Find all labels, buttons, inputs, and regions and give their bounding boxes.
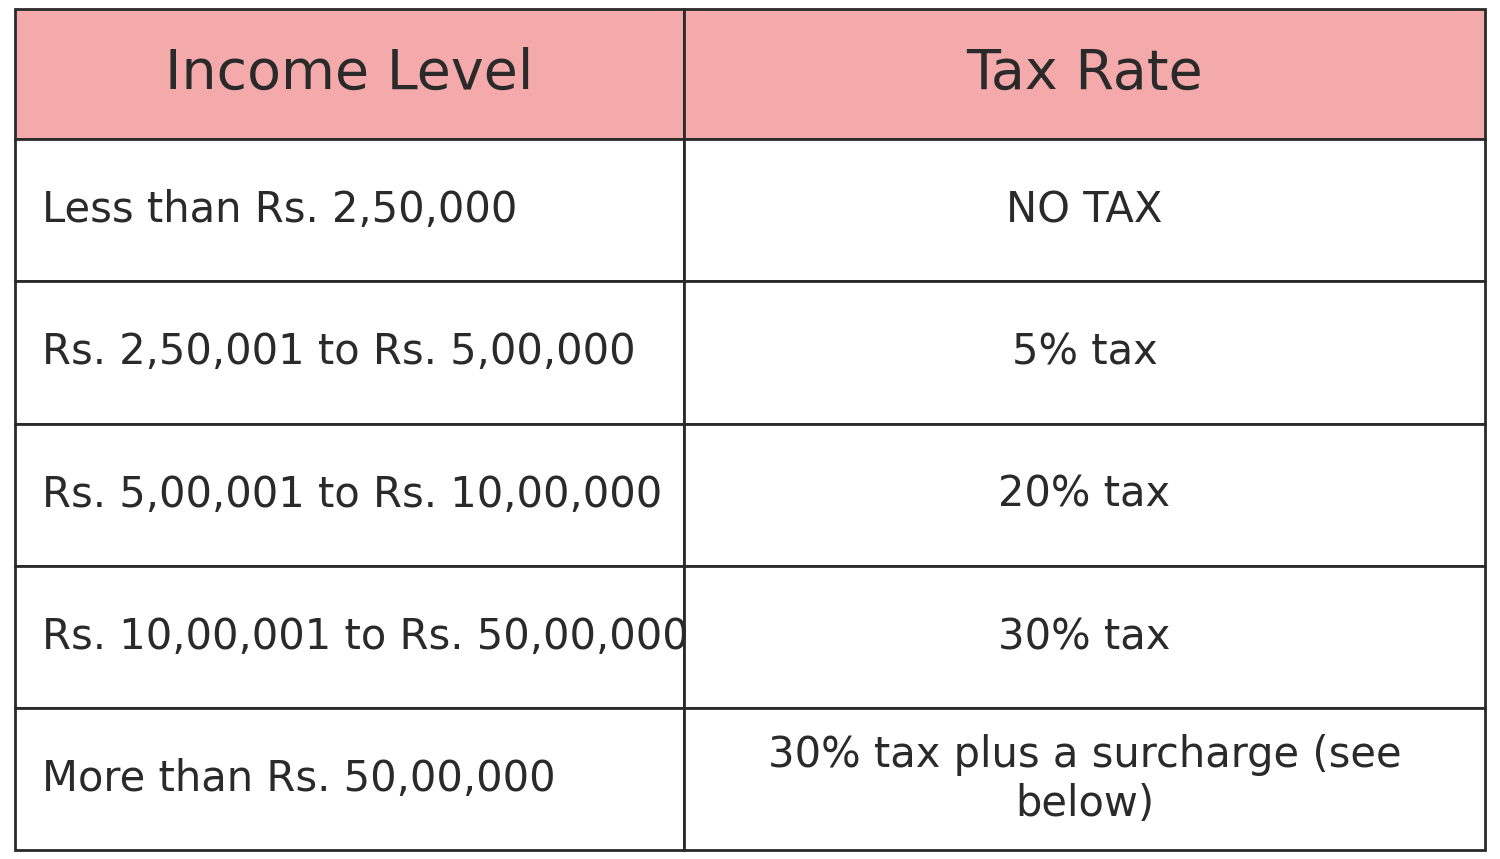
Bar: [684, 139, 1485, 282]
Bar: [15, 139, 684, 282]
Text: 5% tax: 5% tax: [1011, 332, 1158, 374]
Bar: [15, 566, 684, 708]
Bar: [684, 566, 1485, 708]
Bar: [15, 9, 684, 139]
Text: NO TAX: NO TAX: [1007, 189, 1162, 231]
Bar: [684, 282, 1485, 423]
Text: Rs. 2,50,001 to Rs. 5,00,000: Rs. 2,50,001 to Rs. 5,00,000: [42, 332, 636, 374]
Text: 30% tax plus a surcharge (see
below): 30% tax plus a surcharge (see below): [768, 734, 1401, 825]
Bar: [15, 282, 684, 423]
Text: More than Rs. 50,00,000: More than Rs. 50,00,000: [42, 758, 555, 801]
Text: Income Level: Income Level: [165, 47, 534, 101]
Text: Tax Rate: Tax Rate: [966, 47, 1203, 101]
Bar: [684, 423, 1485, 566]
Bar: [684, 708, 1485, 850]
Text: 20% tax: 20% tax: [999, 474, 1170, 515]
Text: Less than Rs. 2,50,000: Less than Rs. 2,50,000: [42, 189, 518, 231]
Text: Rs. 5,00,001 to Rs. 10,00,000: Rs. 5,00,001 to Rs. 10,00,000: [42, 474, 663, 515]
Bar: [684, 9, 1485, 139]
Text: Rs. 10,00,001 to Rs. 50,00,000: Rs. 10,00,001 to Rs. 50,00,000: [42, 616, 688, 658]
Bar: [15, 423, 684, 566]
Bar: [15, 708, 684, 850]
Text: 30% tax: 30% tax: [998, 616, 1170, 658]
